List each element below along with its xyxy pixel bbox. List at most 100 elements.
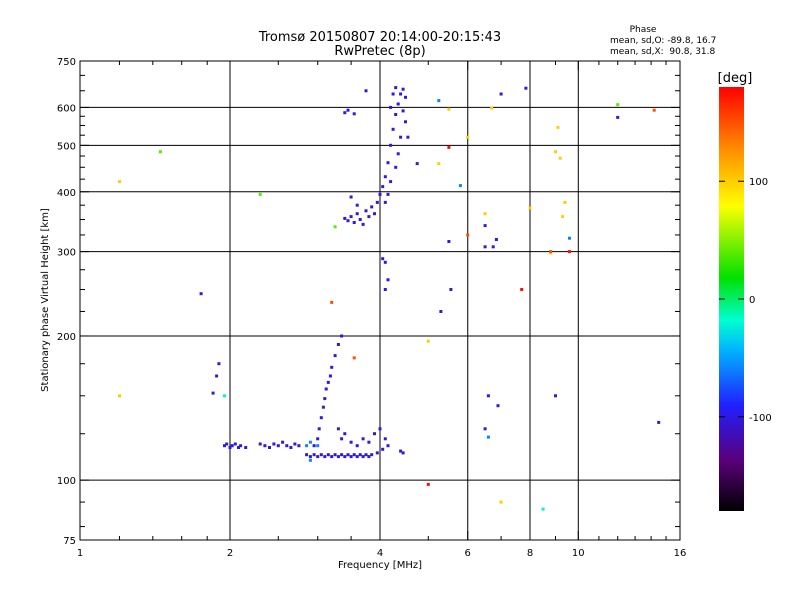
data-point [340,334,344,338]
data-point [399,135,403,139]
stats-x-line: mean, sd,X: 90.8, 31.8 [610,47,716,57]
data-point [336,427,340,431]
data-point [355,455,359,459]
data-point [556,125,560,129]
data-point [237,446,240,449]
x-tick-label: 6 [465,548,471,559]
y-tick-label: 75 [63,536,76,547]
data-point [217,362,221,366]
data-point [568,250,571,254]
data-point [364,453,368,457]
data-point [289,446,293,449]
data-point [324,387,328,391]
data-point [355,203,359,207]
data-point [352,453,356,457]
data-point [386,444,390,448]
data-point [561,215,565,219]
stats-o-line: mean, sd,O: -89.8, 16.7 [610,36,716,46]
data-point [383,200,387,204]
data-point [373,432,376,436]
x-tick-label: 4 [377,548,383,559]
data-point [223,394,226,398]
data-point [486,435,490,439]
colorbar-tick-label: 0 [749,295,755,306]
data-point [466,233,470,237]
data-point [378,192,382,196]
data-point [426,482,430,486]
data-point [361,437,365,441]
data-point [386,278,390,282]
data-point [490,106,494,110]
data-point [333,453,337,457]
colorbar-ticks: 100 0 -100 [719,177,772,424]
data-point [415,162,419,166]
data-point [447,240,451,243]
data-point [499,92,503,96]
data-point [486,394,490,398]
data-point [244,446,248,449]
data-point [375,451,379,455]
colorbar-tick-label: -100 [749,413,772,424]
data-point [367,440,371,444]
data-point [118,180,121,184]
data-point [616,103,620,107]
data-point [346,453,350,457]
x-tick-label: 1 [77,548,83,559]
data-point [346,108,350,112]
data-point [378,427,382,431]
y-axis-label: Stationary phase Virtual Height [km] [40,208,51,392]
data-point [401,87,405,91]
data-point [367,455,371,459]
data-point [389,105,393,109]
x-tick-label: 16 [674,548,687,559]
data-point [657,420,661,424]
data-point [349,455,353,459]
data-point [361,222,365,226]
chart-title: Tromsø 20150807 20:14:00-20:15:43 [258,30,501,45]
data-point [383,437,387,441]
data-point [563,200,567,204]
data-point [239,444,243,448]
data-point [312,453,316,457]
data-point [317,427,321,431]
data-point [268,446,271,449]
data-point [308,458,312,462]
data-point [355,444,359,448]
data-point [401,451,405,455]
data-point [319,453,323,457]
data-point [483,245,487,249]
data-point [336,455,340,459]
data-point [305,453,309,457]
data-point [258,192,262,196]
data-point [449,288,453,291]
data-point [389,143,393,147]
data-point [223,444,226,448]
y-tick-label: 400 [57,188,76,199]
data-point [373,212,376,216]
data-point [326,453,330,457]
data-point [158,150,162,154]
data-point [276,444,280,448]
y-tick-label: 500 [57,141,76,152]
data-point [396,102,400,106]
data-point [343,432,347,436]
data-point [541,507,545,511]
data-point [343,216,347,220]
data-point [316,444,320,448]
data-point [391,127,395,131]
data-point [293,442,297,446]
data-point [308,440,312,444]
data-point [568,236,571,240]
data-point [323,397,327,401]
data-point [316,455,320,459]
data-point [616,115,620,119]
data-point [358,218,362,221]
data-point [326,380,330,384]
data-point [336,343,340,346]
data-point [381,447,385,451]
data-point [394,113,398,116]
data-point [447,107,451,111]
axis-ticks: 1 2 4 6 8 10 16 75 100 200 300 400 500 600 750 [57,57,686,559]
data-point [458,184,462,188]
